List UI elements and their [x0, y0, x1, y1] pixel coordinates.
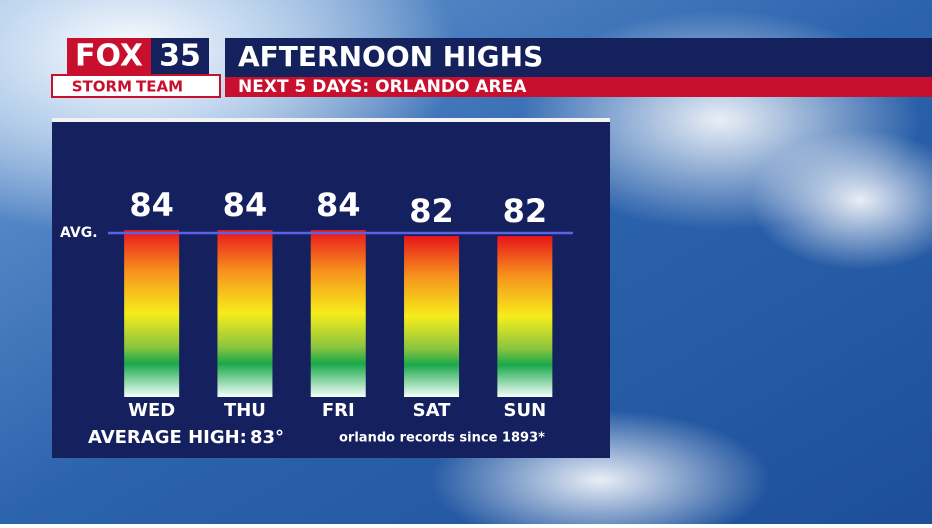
title-bar	[225, 38, 932, 77]
avg-line-label: AVG.	[60, 225, 98, 241]
x-tick-label: SAT	[413, 400, 451, 421]
logo-team-left: STORM	[72, 78, 132, 96]
bar	[497, 236, 553, 397]
bar	[124, 230, 180, 397]
average-value: 83°	[250, 427, 284, 448]
x-tick-label: THU	[224, 400, 266, 421]
bar	[404, 236, 460, 397]
logo-team-box	[51, 74, 221, 98]
bar	[310, 230, 366, 397]
value-label: 84	[129, 186, 174, 224]
note: orlando records since 1893*	[339, 431, 545, 446]
panel-top-rule	[52, 118, 610, 122]
value-label: 82	[409, 192, 454, 230]
cloud	[750, 130, 932, 270]
bar	[217, 230, 273, 397]
logo-channel-box	[151, 38, 209, 74]
x-tick-label: SUN	[504, 400, 547, 421]
plot: 84 WED 84 THU 84 FRI 82 SAT 82 SUN	[108, 186, 573, 421]
value-label: 84	[223, 186, 268, 224]
title: AFTERNOON HIGHS	[238, 40, 543, 73]
logo-brand-box	[67, 38, 151, 74]
average-label: AVERAGE HIGH:	[88, 427, 247, 448]
value-label: 84	[316, 186, 361, 224]
subtitle-bar	[225, 77, 932, 97]
x-tick-label: WED	[128, 400, 175, 421]
value-label: 82	[503, 192, 548, 230]
logo-brand: FOX	[75, 39, 143, 74]
x-tick-label: FRI	[322, 400, 355, 421]
logo-team-right: TEAM	[136, 78, 183, 96]
subtitle: NEXT 5 DAYS: ORLANDO AREA	[238, 77, 527, 97]
logo-channel: 35	[159, 39, 201, 74]
